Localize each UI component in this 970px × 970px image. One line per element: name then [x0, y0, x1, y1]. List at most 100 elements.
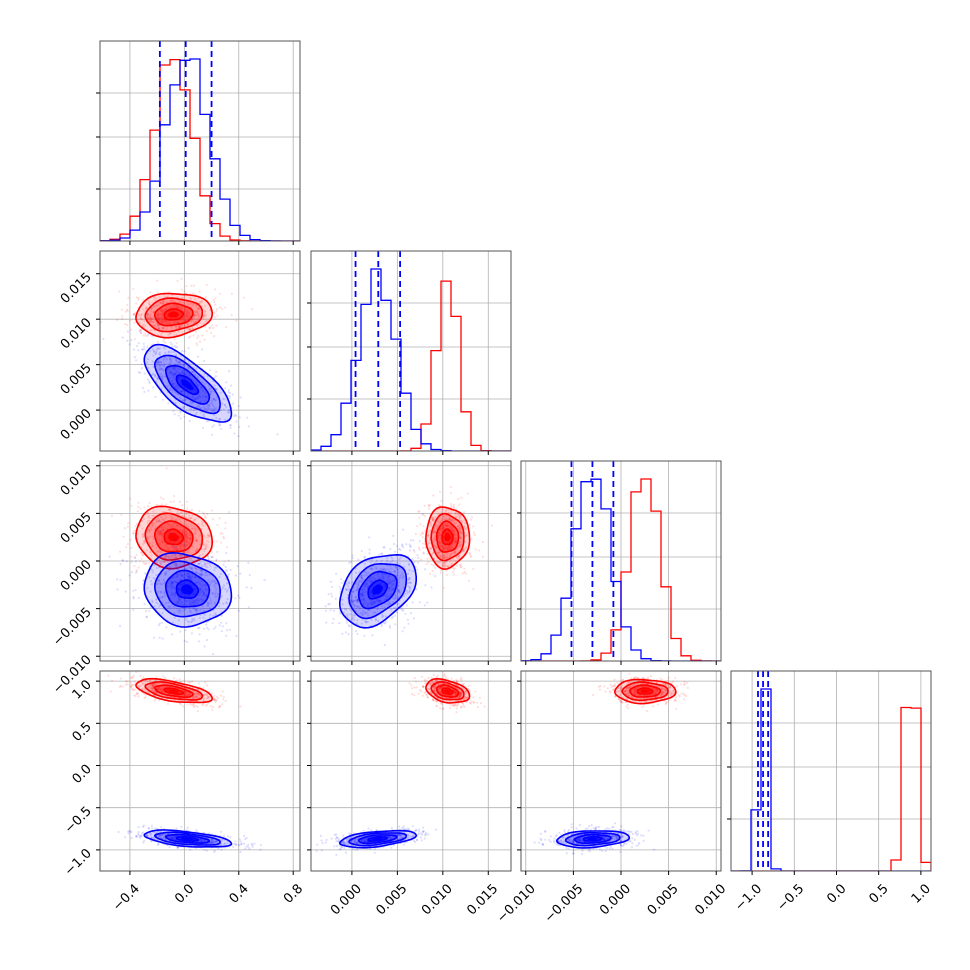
sample-point [161, 538, 164, 541]
sample-point [189, 567, 192, 570]
sample-point [159, 533, 162, 536]
sample-point [447, 523, 450, 526]
sample-point [209, 369, 212, 372]
sample-point [222, 563, 225, 566]
sample-point [158, 347, 161, 350]
sample-point [404, 612, 407, 615]
sample-point [183, 392, 186, 395]
sample-point [388, 581, 391, 584]
sample-point [148, 302, 151, 305]
sample-point [183, 372, 186, 375]
sample-point [361, 614, 364, 617]
sample-point [429, 521, 432, 524]
sample-point [184, 533, 187, 537]
sample-point [444, 561, 447, 564]
sample-point [210, 324, 214, 327]
sample-point [350, 560, 353, 564]
sample-point [185, 691, 188, 694]
sample-point [441, 545, 444, 548]
sample-point [191, 514, 194, 517]
sample-point [445, 569, 448, 572]
sample-point [197, 600, 200, 603]
sample-point [436, 560, 439, 563]
sample-point [159, 543, 162, 546]
sample-point [423, 604, 426, 607]
sample-point [199, 588, 202, 591]
sample-point [164, 321, 167, 324]
sample-point [193, 373, 197, 376]
sample-point [184, 690, 187, 694]
sample-point [369, 580, 372, 583]
sample-point [141, 688, 144, 691]
sample-point [364, 583, 367, 586]
sample-point [118, 290, 121, 293]
sample-point [388, 624, 391, 628]
sample-point [181, 320, 184, 323]
sample-point [211, 425, 214, 428]
sample-point [169, 581, 172, 585]
sample-point [143, 682, 147, 685]
sample-point [197, 693, 200, 696]
sample-point [427, 541, 430, 544]
sample-point [380, 623, 383, 626]
sample-point [199, 573, 202, 576]
sample-point [134, 524, 137, 527]
sample-point [169, 509, 172, 512]
sample-point [213, 601, 217, 604]
sample-point [152, 684, 155, 687]
sample-point [445, 545, 448, 548]
sample-point [215, 699, 218, 702]
sample-point [139, 674, 142, 678]
sample-point [469, 556, 472, 559]
sample-point [362, 609, 365, 612]
sample-point [332, 609, 336, 612]
sample-point [421, 536, 424, 539]
sample-point [142, 561, 145, 564]
sample-point [130, 685, 133, 689]
sample-point [362, 594, 365, 597]
scatter-panel-3-0 [107, 671, 263, 854]
sample-point [205, 547, 208, 550]
sample-point [175, 556, 178, 559]
sample-point [188, 574, 191, 577]
sample-point [363, 556, 366, 559]
sample-point [361, 588, 364, 591]
sample-point [188, 576, 191, 579]
sample-point [224, 577, 227, 580]
sample-point [214, 612, 217, 615]
sample-point [440, 555, 443, 559]
sample-point [443, 526, 446, 529]
sample-point [417, 561, 420, 564]
sample-point [360, 580, 363, 583]
sample-point [180, 324, 183, 327]
sample-point [360, 593, 363, 597]
sample-point [467, 579, 471, 582]
sample-point [158, 699, 161, 702]
sample-point [349, 599, 353, 602]
sample-point [110, 679, 114, 682]
sample-point [183, 694, 187, 697]
sample-point [195, 310, 198, 313]
sample-point [150, 525, 153, 528]
sample-point [459, 531, 462, 534]
sample-point [177, 598, 180, 601]
sample-point [126, 525, 129, 528]
sample-point [196, 547, 199, 551]
sample-point [190, 408, 193, 411]
sample-point [445, 525, 448, 528]
sample-point [387, 603, 390, 606]
axes-2-1 [307, 460, 512, 665]
sample-point [212, 397, 215, 400]
sample-point [202, 314, 205, 318]
sample-point [446, 524, 449, 528]
sample-point [453, 541, 456, 544]
sample-point [204, 395, 207, 398]
sample-point [198, 509, 201, 513]
sample-point [363, 602, 367, 605]
sample-point [147, 514, 150, 517]
sample-point [444, 564, 447, 567]
sample-point [383, 546, 386, 549]
sample-point [176, 384, 179, 387]
sample-point [160, 315, 163, 318]
sample-point [441, 564, 444, 567]
